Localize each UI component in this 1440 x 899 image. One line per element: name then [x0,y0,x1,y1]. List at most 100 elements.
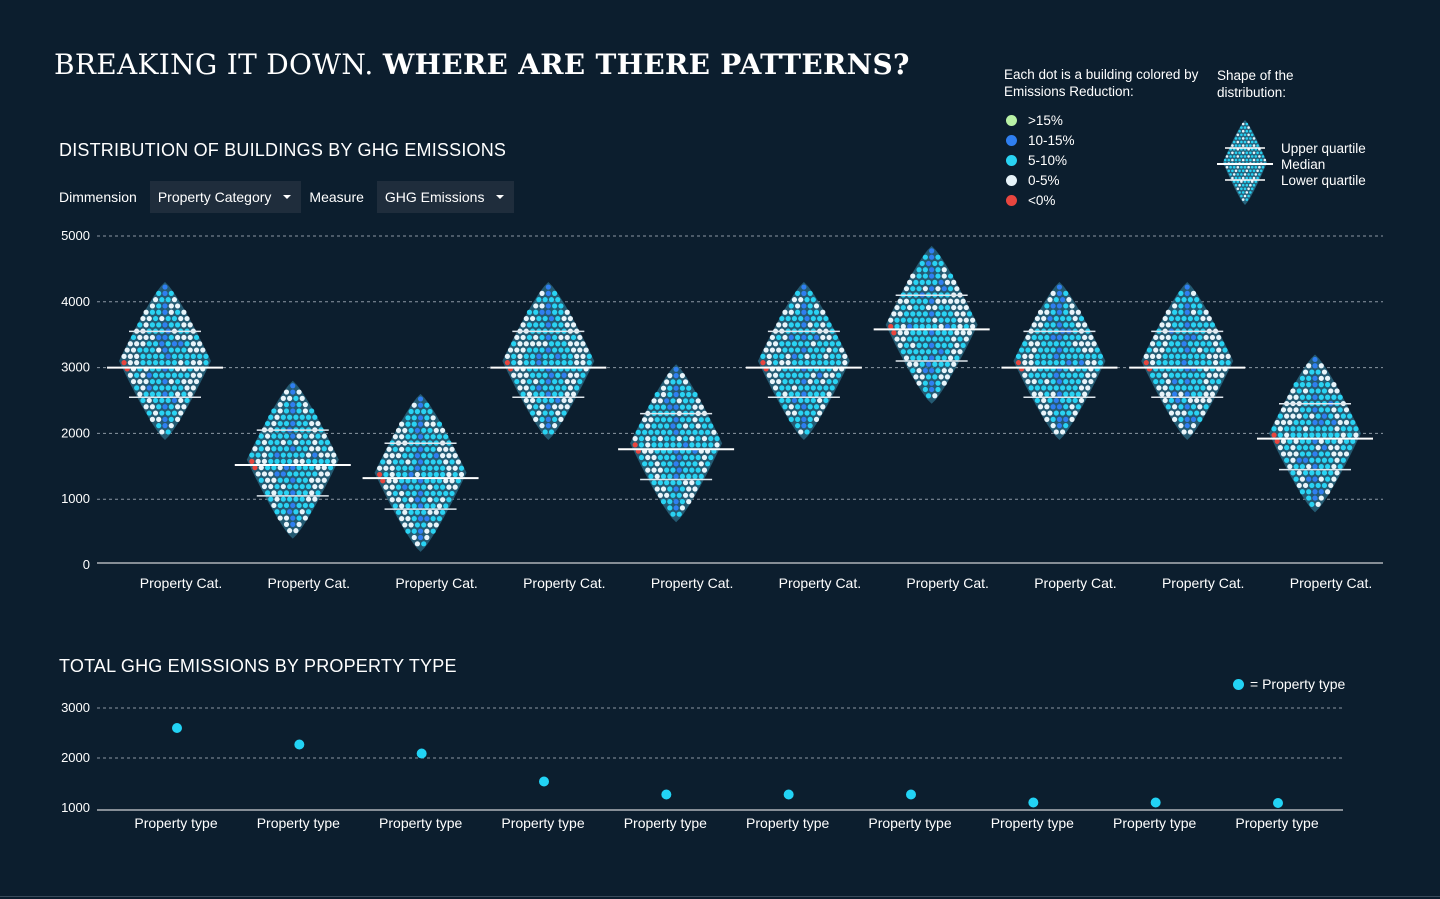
property-type-dot [294,739,305,750]
building-dot [670,442,676,448]
building-dot [564,322,570,328]
building-dot [1063,391,1069,397]
building-dot [1066,410,1072,416]
building-dot [907,317,913,323]
building-dot [932,260,938,267]
building-dot [1318,438,1324,444]
building-dot [305,509,312,515]
x-category-label: Property type [134,815,217,831]
building-dot [152,372,159,378]
building-dot [533,322,539,328]
building-dot [1219,360,1225,366]
building-dot [414,408,421,415]
shape-dot [1261,155,1265,158]
building-dot [1162,353,1168,359]
building-dot [152,360,159,366]
building-dot [766,341,772,347]
shape-dot [1240,194,1243,198]
building-dot [1331,438,1337,444]
shape-dot [1243,180,1247,183]
building-dot [402,484,408,490]
building-dot [171,341,178,347]
building-dot [1325,407,1331,413]
building-dot [146,315,152,322]
building-dot [1306,495,1312,501]
building-dot [922,254,928,260]
building-dot [171,353,178,359]
building-dot [642,417,648,423]
building-dot [1075,391,1081,397]
building-dot [919,304,925,311]
building-dot [660,385,667,391]
building-dot [676,454,682,461]
building-dot [711,429,717,435]
building-dot [134,353,140,359]
building-dot [788,303,794,309]
legend-label: 5-10% [1028,152,1068,168]
building-dot [293,439,299,446]
shape-dot [1249,137,1252,140]
building-dot [1293,476,1299,482]
building-dot [1066,315,1072,322]
building-dot [651,442,657,448]
building-dot [679,461,686,467]
building-dot [1302,369,1309,375]
building-dot [682,480,689,486]
building-dot [1175,385,1181,391]
building-dot [305,496,312,502]
shape-violin [1223,120,1267,205]
building-dot [514,334,520,341]
building-dot [807,378,813,385]
building-dot [171,385,178,391]
building-dot [305,458,312,464]
building-dot [1178,378,1184,385]
building-dot [555,372,561,378]
building-dot [1168,410,1175,416]
building-dot [925,374,932,380]
building-dot [1028,360,1034,366]
building-dot [293,458,299,464]
building-dot [280,509,286,515]
building-dot [804,315,810,322]
building-dot [954,355,960,361]
building-dot [1181,360,1187,366]
building-dot [1302,432,1309,438]
shape-dot [1238,151,1241,155]
building-dot [529,315,536,322]
building-dot [539,334,545,341]
building-dot [660,417,667,423]
building-dot [1044,309,1050,315]
building-dot [280,458,286,464]
building-dot [951,317,957,323]
building-dot [414,541,421,547]
building-dot [632,436,638,442]
x-category-label: Property Cat. [906,575,988,591]
building-dot [296,446,302,452]
legend-item: <0% [1004,190,1204,210]
building-dot [692,473,698,480]
building-dot [1287,419,1293,426]
building-dot [1172,404,1178,410]
building-dot [648,429,654,435]
measure-dropdown[interactable]: GHG Emissions [376,181,515,213]
building-dot [162,404,168,410]
building-dot [440,509,446,515]
building-dot [679,417,686,423]
building-dot [910,355,916,361]
building-dot [268,439,274,446]
building-dot [695,423,701,429]
building-dot [386,446,392,452]
building-dot [654,417,660,423]
building-dot [287,483,293,490]
building-dot [555,341,561,347]
building-dot [807,309,813,315]
building-dot [555,353,561,359]
shape-dot [1234,151,1238,155]
building-dot [1347,445,1353,451]
building-dot [938,323,944,330]
building-dot [1331,476,1337,482]
building-dot [1184,322,1190,328]
building-dot [558,391,564,397]
dimension-dropdown[interactable]: Property Category [149,181,302,213]
shape-dot [1241,198,1245,201]
